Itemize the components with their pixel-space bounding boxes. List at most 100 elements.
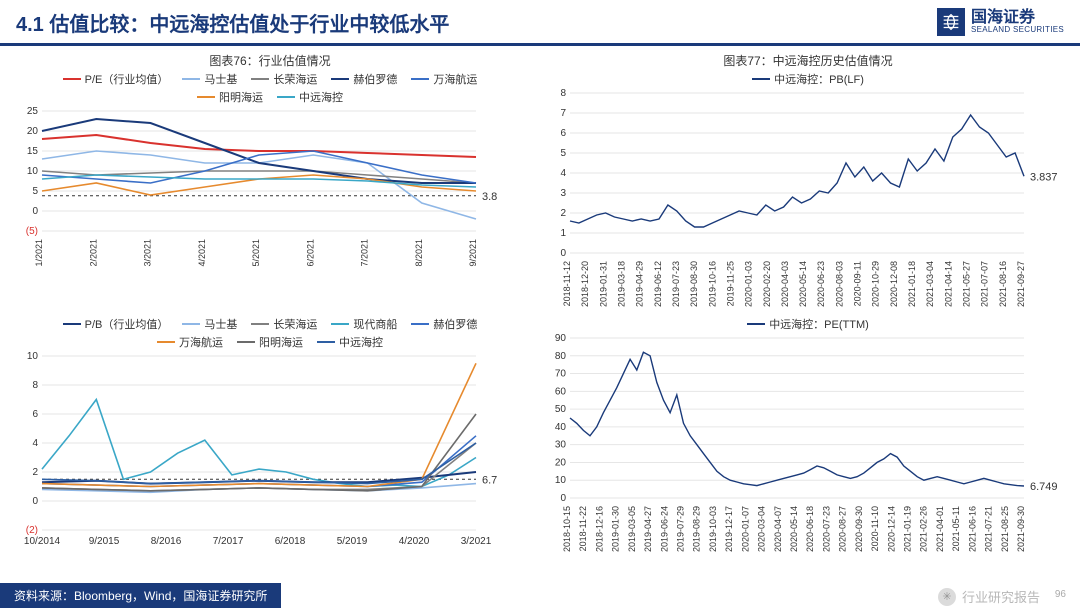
svg-text:90: 90 <box>555 334 567 344</box>
legend-item: 长荣海运 <box>251 316 317 332</box>
chart-a-title: 图表76：行业估值情况 <box>10 52 530 69</box>
svg-text:3: 3 <box>560 188 566 199</box>
legend-item: P/E（行业均值） <box>63 71 169 87</box>
svg-text:2019-08-29: 2019-08-29 <box>692 506 702 552</box>
legend-item: 中远海控 <box>317 334 383 350</box>
legend-item: 阳明海运 <box>237 334 303 350</box>
svg-text:2019-10-16: 2019-10-16 <box>707 261 717 307</box>
svg-text:2021-04-14: 2021-04-14 <box>943 261 953 307</box>
svg-text:2020-08-03: 2020-08-03 <box>834 261 844 307</box>
chart-b-plot: 0123456782018-11-122018-12-202019-01-312… <box>538 89 1068 309</box>
svg-text:2021-06-16: 2021-06-16 <box>967 506 977 552</box>
svg-text:2019-08-30: 2019-08-30 <box>689 261 699 307</box>
svg-text:25: 25 <box>27 107 39 117</box>
legend-item: 中远海控：PB(LF) <box>752 71 864 87</box>
svg-text:2018-12-16: 2018-12-16 <box>594 506 604 552</box>
chart-a: 图表76：行业估值情况 P/E（行业均值）马士基长荣海运赫伯罗德万海航运阳明海运… <box>10 52 530 312</box>
svg-text:6: 6 <box>32 409 38 420</box>
svg-text:2021-07-07: 2021-07-07 <box>980 261 990 307</box>
svg-text:5/2021: 5/2021 <box>251 239 261 267</box>
watermark-text: 行业研究报告 <box>962 587 1040 606</box>
svg-text:7/2017: 7/2017 <box>213 536 244 547</box>
svg-text:2021-04-01: 2021-04-01 <box>935 506 945 552</box>
svg-text:2020-06-18: 2020-06-18 <box>805 506 815 552</box>
svg-text:0: 0 <box>32 206 38 217</box>
svg-text:4/2020: 4/2020 <box>399 536 430 547</box>
svg-text:3.8: 3.8 <box>482 191 497 203</box>
svg-text:80: 80 <box>555 351 567 362</box>
svg-text:2020-11-10: 2020-11-10 <box>870 506 880 551</box>
logo-icon <box>937 8 965 36</box>
logo-text-cn: 国海证券 <box>971 10 1064 26</box>
svg-text:0: 0 <box>32 496 38 507</box>
svg-text:6: 6 <box>560 128 566 139</box>
svg-text:5: 5 <box>560 148 566 159</box>
svg-text:6/2018: 6/2018 <box>275 536 306 547</box>
chart-b-title: 图表77：中远海控历史估值情况 <box>538 52 1078 69</box>
svg-text:2: 2 <box>32 467 38 478</box>
svg-text:6/2021: 6/2021 <box>305 239 315 267</box>
svg-text:2020-05-14: 2020-05-14 <box>789 506 799 552</box>
svg-text:1/2021: 1/2021 <box>34 239 44 267</box>
svg-text:2021-05-27: 2021-05-27 <box>962 261 972 307</box>
header-rule <box>0 43 1080 46</box>
svg-text:2019-12-17: 2019-12-17 <box>724 506 734 552</box>
svg-text:2021-08-25: 2021-08-25 <box>1000 506 1010 552</box>
svg-text:2019-10-03: 2019-10-03 <box>708 506 718 552</box>
svg-text:3/2021: 3/2021 <box>461 536 492 547</box>
svg-text:20: 20 <box>555 457 567 468</box>
svg-text:2020-01-07: 2020-01-07 <box>740 506 750 552</box>
svg-text:20: 20 <box>27 126 39 137</box>
svg-text:2019-07-29: 2019-07-29 <box>676 506 686 552</box>
svg-text:2019-03-18: 2019-03-18 <box>616 261 626 307</box>
svg-text:2/2021: 2/2021 <box>88 239 98 267</box>
svg-text:2020-07-23: 2020-07-23 <box>821 506 831 552</box>
legend-item: 现代商船 <box>331 316 397 332</box>
legend-item: 赫伯罗德 <box>331 71 397 87</box>
legend-item: 长荣海运 <box>251 71 317 87</box>
chart-c: P/B（行业均值）马士基长荣海运现代商船赫伯罗德万海航运阳明海运中远海控 (2)… <box>10 316 530 576</box>
wechat-icon: ✳ <box>938 588 956 606</box>
brand-logo: 国海证券 SEALAND SECURITIES <box>937 8 1064 36</box>
legend-item: 中远海控 <box>277 89 343 105</box>
legend-item: 阳明海运 <box>197 89 263 105</box>
svg-text:10/2014: 10/2014 <box>24 536 61 547</box>
chart-c-plot: (2)024681010/20149/20158/20167/20176/201… <box>10 352 520 552</box>
svg-text:2020-09-30: 2020-09-30 <box>854 506 864 552</box>
chart-a-plot: (5)05101520251/20212/20213/20214/20215/2… <box>10 107 520 287</box>
svg-text:2021-03-04: 2021-03-04 <box>925 261 935 307</box>
svg-text:8: 8 <box>32 380 38 391</box>
page-number: 96 <box>1055 589 1066 600</box>
svg-text:2021-01-18: 2021-01-18 <box>907 261 917 307</box>
svg-text:4: 4 <box>32 438 38 449</box>
svg-text:2019-06-12: 2019-06-12 <box>653 261 663 307</box>
svg-text:2021-07-21: 2021-07-21 <box>984 506 994 552</box>
svg-text:(5): (5) <box>26 226 38 237</box>
chart-d-legend: 中远海控：PE(TTM) <box>538 316 1078 334</box>
svg-text:6.749: 6.749 <box>1030 481 1058 493</box>
svg-text:8/2016: 8/2016 <box>151 536 182 547</box>
svg-text:2018-11-22: 2018-11-22 <box>578 506 588 551</box>
svg-text:8/2021: 8/2021 <box>414 239 424 267</box>
svg-text:30: 30 <box>555 440 567 451</box>
svg-text:0: 0 <box>560 248 566 259</box>
svg-text:(2): (2) <box>26 525 38 536</box>
svg-text:70: 70 <box>555 369 567 380</box>
source-footer: 资料来源：Bloomberg，Wind，国海证券研究所 <box>0 583 281 608</box>
svg-text:6.7: 6.7 <box>482 474 497 486</box>
svg-text:2021-09-27: 2021-09-27 <box>1016 261 1026 307</box>
svg-text:60: 60 <box>555 386 567 397</box>
svg-text:5/2019: 5/2019 <box>337 536 368 547</box>
legend-item: 赫伯罗德 <box>411 316 477 332</box>
svg-text:2020-04-07: 2020-04-07 <box>773 506 783 552</box>
svg-text:50: 50 <box>555 404 567 415</box>
svg-text:2020-10-29: 2020-10-29 <box>871 261 881 307</box>
svg-text:2020-05-14: 2020-05-14 <box>798 261 808 307</box>
svg-text:2020-09-11: 2020-09-11 <box>853 261 863 306</box>
svg-text:2019-01-31: 2019-01-31 <box>598 261 608 307</box>
chart-b-legend: 中远海控：PB(LF) <box>538 71 1078 89</box>
svg-text:7: 7 <box>560 108 566 119</box>
svg-text:2018-11-12: 2018-11-12 <box>562 261 572 306</box>
chart-d: 中远海控：PE(TTM) 01020304050607080902018-10-… <box>538 316 1078 576</box>
svg-text:2019-03-05: 2019-03-05 <box>627 506 637 552</box>
